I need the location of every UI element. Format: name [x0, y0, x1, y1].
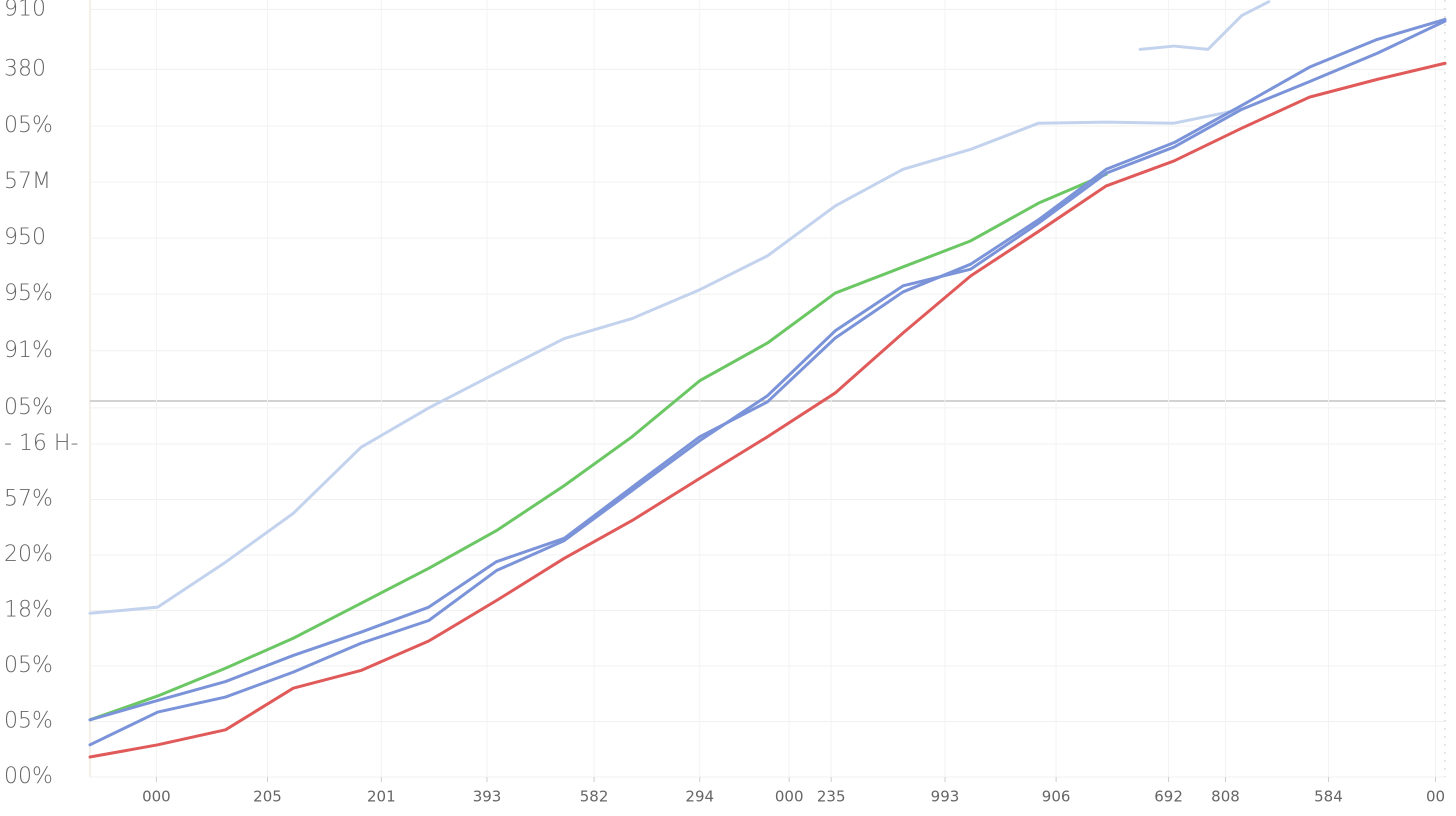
- line: [88, 61, 1447, 759]
- line: [88, 107, 1244, 615]
- y-tick-label: 05%: [4, 709, 53, 734]
- y-tick-label: 00%: [4, 764, 53, 789]
- y-tick-label: 57%: [4, 487, 53, 512]
- x-tick-label: 201: [367, 788, 396, 806]
- y-tick-label: 910: [4, 0, 46, 21]
- x-tick-label: 808: [1211, 788, 1240, 806]
- y-tick-label: 18%: [4, 598, 53, 623]
- y-tick-label: 20%: [4, 542, 53, 567]
- y-tick-label: 05%: [4, 113, 53, 138]
- x-tick-label: 692: [1154, 788, 1183, 806]
- x-tick-label: 294: [685, 788, 714, 806]
- x-tick-label: 993: [931, 788, 960, 806]
- x-tick-label: 582: [580, 788, 609, 806]
- line: [88, 19, 1447, 747]
- y-tick-label: 57M: [4, 169, 51, 194]
- line: [88, 17, 1447, 722]
- x-tick-label: 235: [817, 788, 846, 806]
- x-tick-label: 393: [473, 788, 502, 806]
- y-tick-label: 05%: [4, 395, 53, 420]
- y-tick-label: 950: [4, 225, 46, 250]
- y-tick-label: 91%: [4, 338, 53, 363]
- x-tick-label: 00: [1426, 788, 1445, 806]
- y-tick-label: - 16 H-: [4, 431, 78, 456]
- line: [88, 172, 1108, 722]
- y-tick-label: 95%: [4, 281, 53, 306]
- y-tick-label: 380: [4, 56, 46, 81]
- x-tick-label: 205: [253, 788, 282, 806]
- x-tick-label: 000: [775, 788, 804, 806]
- line: [1138, 0, 1271, 51]
- y-tick-label: 05%: [4, 653, 53, 678]
- x-tick-label: 906: [1042, 788, 1071, 806]
- x-tick-label: 000: [142, 788, 171, 806]
- x-tick-label: 584: [1314, 788, 1343, 806]
